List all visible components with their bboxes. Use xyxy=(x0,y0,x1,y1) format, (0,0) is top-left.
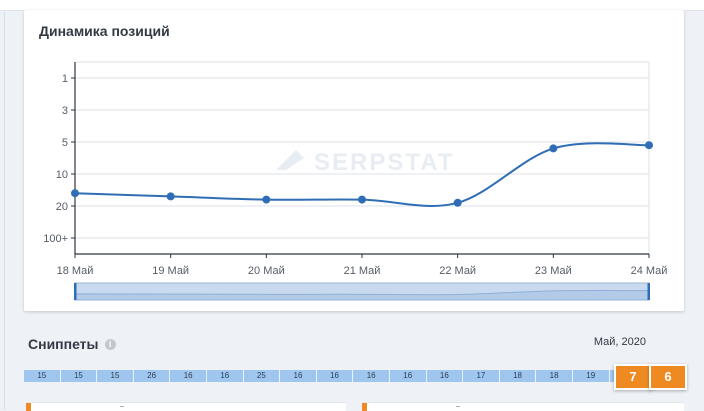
divider-tick xyxy=(120,406,124,407)
data-point[interactable] xyxy=(166,192,175,201)
card-accent xyxy=(26,403,31,411)
watermark-logo-icon xyxy=(276,150,304,170)
snippet-cell[interactable]: 18 xyxy=(536,370,572,382)
data-point[interactable] xyxy=(549,144,558,153)
y-tick-label: 10 xyxy=(56,169,68,181)
snippet-cell[interactable]: 15 xyxy=(97,370,133,382)
navigator xyxy=(74,282,651,301)
series xyxy=(71,141,653,207)
watermark: SERPSTAT xyxy=(276,149,454,176)
watermark-text: SERPSTAT xyxy=(314,149,454,176)
snippet-card-right xyxy=(362,402,684,411)
snippets-title: Сниппеты i xyxy=(28,336,116,352)
x-tick-label: 22 Май xyxy=(439,265,476,277)
snippet-cell[interactable]: 19 xyxy=(572,370,609,382)
x-tick-label: 21 Май xyxy=(344,265,381,277)
y-tick-label: 20 xyxy=(56,201,68,213)
y-tick-label: 3 xyxy=(62,105,68,117)
snippets-title-text: Сниппеты xyxy=(28,336,99,352)
divider-tick xyxy=(456,406,460,407)
data-point[interactable] xyxy=(262,195,271,204)
plot-area xyxy=(75,62,649,254)
data-point[interactable] xyxy=(71,189,79,198)
snippet-cell[interactable]: 16 xyxy=(170,370,206,382)
snippet-cell[interactable]: 16 xyxy=(353,370,389,382)
snippet-cell[interactable]: 16 xyxy=(206,370,243,382)
card-title: Динамика позиций xyxy=(39,23,170,39)
y-tick-label: 100+ xyxy=(43,233,68,245)
snippet-cell[interactable]: 26 xyxy=(133,370,170,382)
x-tick-label: 20 Май xyxy=(248,265,285,277)
y-tick-label: 1 xyxy=(62,73,68,85)
x-tick-label: 18 Май xyxy=(57,265,94,277)
data-point[interactable] xyxy=(645,141,653,150)
x-tick-label: 24 Май xyxy=(631,265,668,277)
snippet-cell[interactable]: 16 xyxy=(280,370,316,382)
data-point[interactable] xyxy=(453,198,462,207)
x-tick-label: 23 Май xyxy=(535,265,572,277)
y-tick-label: 5 xyxy=(62,137,68,149)
navigator-series xyxy=(74,290,650,301)
info-icon[interactable]: i xyxy=(104,338,116,350)
axes: 1 3 5 10 20 100+ 18 Май 19 Май 20 Май 21 Май 22 Ма… xyxy=(43,62,667,277)
snippets-strip: 15 15 15 26 16 16 25 16 16 16 16 16 17 18 18 19 xyxy=(24,370,682,382)
snippet-cell[interactable]: 16 xyxy=(389,370,426,382)
snippets-date: Май, 2020 xyxy=(593,336,646,348)
snippet-cell[interactable]: 17 xyxy=(463,370,499,382)
snippet-cell[interactable]: 16 xyxy=(316,370,353,382)
snippet-cell[interactable]: 25 xyxy=(243,370,280,382)
x-tick-label: 19 Май xyxy=(152,265,189,277)
navigator-handle-left[interactable] xyxy=(74,283,77,300)
snippet-badge-6[interactable]: 6 xyxy=(649,364,687,390)
snippet-cell[interactable]: 15 xyxy=(24,370,60,382)
data-point[interactable] xyxy=(358,195,366,204)
snippet-cell[interactable]: 16 xyxy=(426,370,463,382)
left-rule xyxy=(4,12,5,410)
card-accent xyxy=(362,403,367,411)
snippet-cell[interactable]: 15 xyxy=(60,370,97,382)
snippet-cell[interactable]: 18 xyxy=(499,370,536,382)
snippet-badge-7[interactable]: 7 xyxy=(614,364,652,390)
positions-chart: SERPSTAT 1 3 5 10 20 100+ 18 Май 19 Май 20 Май 21… xyxy=(43,61,667,301)
grid xyxy=(75,61,650,254)
positions-card: Динамика позиций SERPSTAT 1 3 5 10 20 100+ 18 … xyxy=(24,10,684,311)
snippet-card-left xyxy=(26,402,346,411)
navigator-handle-right[interactable] xyxy=(647,283,651,300)
